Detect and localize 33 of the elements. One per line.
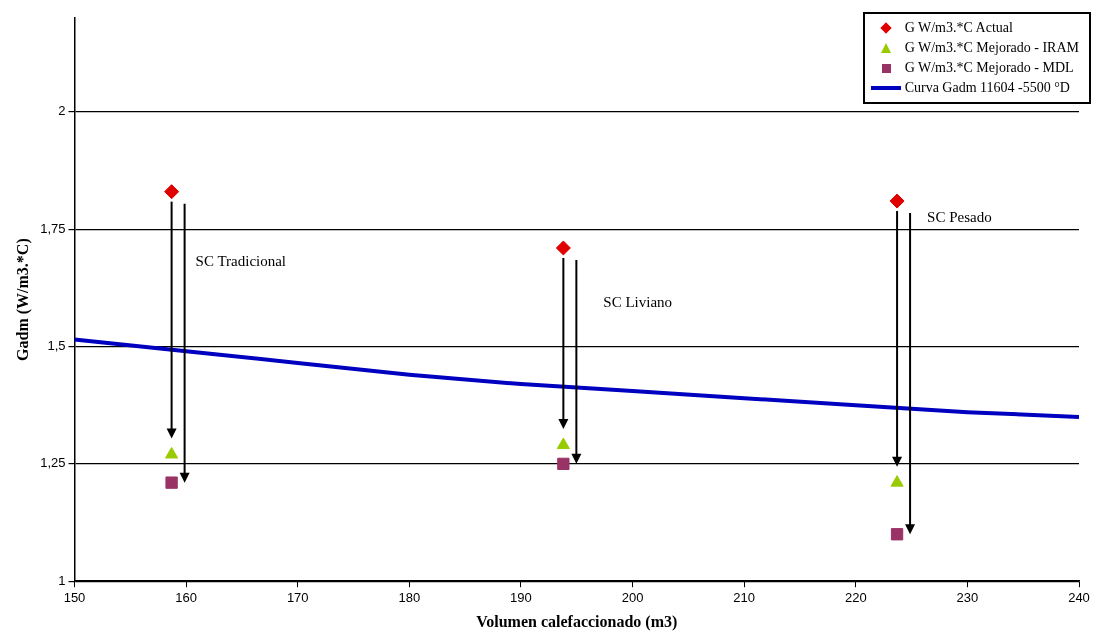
- legend-label: G W/m3.*C Actual: [904, 20, 1013, 36]
- y-axis-title: Gadm (W/m3.*C): [13, 238, 32, 361]
- x-tick-label: 240: [1068, 589, 1090, 605]
- y-tick-label: 1,25: [40, 455, 66, 471]
- point: [557, 457, 570, 471]
- x-tick-label: 150: [63, 589, 86, 605]
- point: [890, 528, 904, 541]
- point: [556, 437, 570, 450]
- y-tick-label: 2: [58, 103, 66, 119]
- point: [165, 476, 178, 489]
- y-tick-label: 1: [58, 572, 66, 588]
- x-tick-label: 170: [286, 589, 309, 605]
- annotation: SC Pesado: [927, 208, 992, 225]
- legend-label: G W/m3.*C Mejorado - IRAM: [904, 40, 1079, 56]
- point: [555, 240, 571, 256]
- y-tick-label: 1,5: [47, 338, 66, 354]
- y-tick-label: 1,75: [40, 220, 66, 236]
- point: [890, 475, 904, 487]
- x-tick-label: 180: [398, 589, 421, 605]
- legend-label: Curva Gadm 11604 -5500 °D: [904, 80, 1070, 96]
- x-tick-label: 190: [510, 589, 532, 605]
- annotation: SC Tradicional: [195, 252, 287, 269]
- x-axis-title: Volumen calefaccionado (m3): [476, 612, 678, 631]
- annotation: SC Liviano: [603, 293, 673, 310]
- point: [164, 184, 180, 200]
- legend-label: G W/m3.*C Mejorado - MDL: [904, 60, 1074, 76]
- x-tick-label: 160: [175, 589, 197, 605]
- x-tick-label: 230: [956, 589, 979, 605]
- x-tick-label: 220: [844, 589, 867, 605]
- x-tick-label: 210: [733, 589, 756, 605]
- point: [165, 446, 179, 459]
- x-tick-label: 200: [621, 589, 644, 605]
- point: [889, 193, 905, 209]
